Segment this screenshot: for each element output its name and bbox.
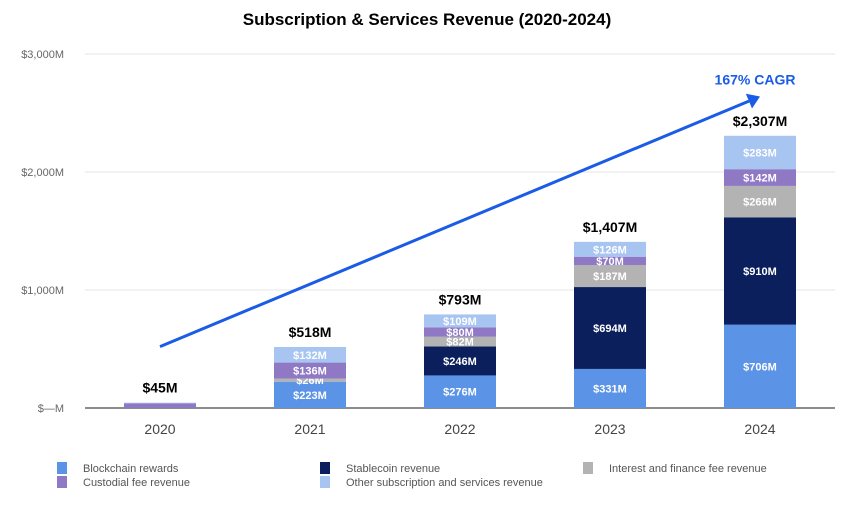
segment-label: $223M [293,390,327,402]
segment-label: $80M [446,327,474,339]
segment-label: $283M [743,147,777,159]
legend-label: Interest and finance fee revenue [609,463,767,475]
cagr-arrow-head [745,93,760,109]
segment-label: $276M [443,387,477,399]
bar-segment [424,375,496,408]
x-tick-label: 2024 [744,421,775,437]
legend-swatch [57,476,67,488]
bar-segment [424,327,496,337]
segment-label: $331M [593,383,627,395]
bar-segment [574,368,646,408]
segment-label: $82M [446,337,474,349]
x-tick-label: 2021 [294,421,325,437]
legend-label: Stablecoin revenue [346,463,440,475]
bar-segment [124,402,196,404]
x-tick-label: 2023 [594,421,625,437]
x-tick-label: 2020 [144,421,175,437]
legend-swatch [57,462,67,474]
segment-label: $142M [743,173,777,185]
y-tick-label: $2,000M [21,167,64,179]
segment-label: $187M [593,271,627,283]
bar-segment [574,264,646,288]
chart-title: Subscription & Services Revenue (2020-20… [243,10,612,29]
legend-label: Other subscription and services revenue [346,477,543,489]
bar-segment [424,336,496,347]
total-label: $45M [142,380,177,396]
total-label: $793M [439,291,482,307]
bar-segment [724,217,796,325]
segment-label: $910M [743,266,777,278]
bar-segment [724,135,796,170]
y-tick-label: $3,000M [21,49,64,61]
segment-label: $706M [743,361,777,373]
bar-segment [424,314,496,328]
x-tick-label: 2022 [444,421,475,437]
cagr-arrow-line [159,99,750,349]
segment-label: $126M [593,244,627,256]
segment-label: $136M [293,366,327,378]
segment-label: $266M [743,197,777,209]
segment-label: $70M [596,256,624,268]
legend-swatch [320,462,330,474]
total-label: $2,307M [733,113,787,129]
bar-segment [724,169,796,186]
segment-label: $694M [593,323,627,335]
y-tick-label: $—M [38,403,64,415]
bar-segment [274,346,346,363]
bar-segment [124,403,196,408]
legend-swatch [320,476,330,488]
bar-segment [274,362,346,379]
bar-segment [424,346,496,376]
segment-label: $246M [443,356,477,368]
legend-label: Blockchain rewards [83,463,179,475]
bar-segment [274,381,346,408]
bar-segment [574,256,646,265]
bar-segment [724,185,796,218]
total-label: $1,407M [583,219,637,235]
y-tick-label: $1,000M [21,285,64,297]
segment-label: $109M [443,316,477,328]
bar-segment [574,241,646,257]
bar-segment [574,287,646,369]
bar-segment [724,324,796,408]
segment-label: $132M [293,350,327,362]
bar-segment [274,378,346,382]
cagr-annotation: 167% CAGR [715,71,796,87]
legend-label: Custodial fee revenue [83,477,190,489]
total-label: $518M [289,324,332,340]
legend-swatch [583,462,593,474]
